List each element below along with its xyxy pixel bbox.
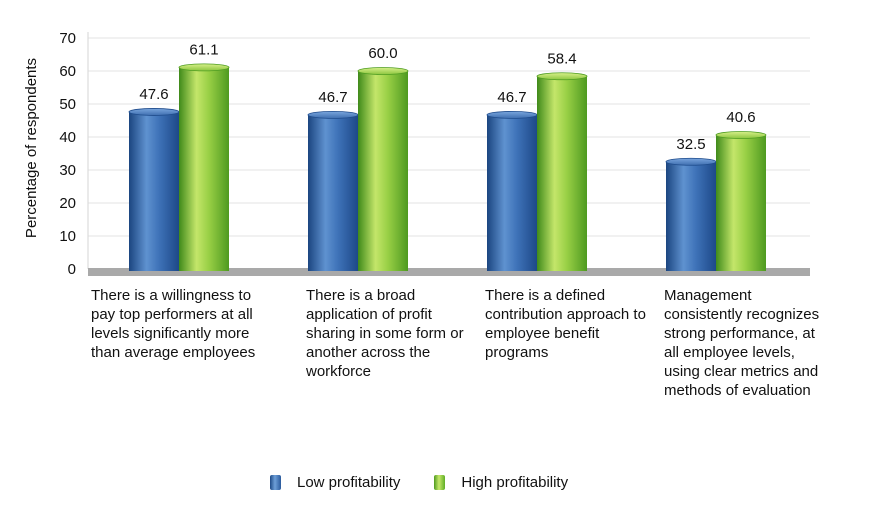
bar-cap [536, 72, 588, 81]
bar-body [716, 135, 766, 271]
bar-body [308, 114, 358, 271]
y-tick-label: 10 [59, 228, 76, 245]
y-tick-label: 70 [59, 30, 76, 47]
legend-swatch-high [434, 474, 446, 490]
legend-item-high: High profitability [434, 474, 568, 491]
bar-body [129, 111, 179, 271]
bar-body [487, 114, 537, 271]
bar-low-2 [307, 110, 359, 271]
y-tick-label: 40 [59, 129, 76, 146]
bar-cap [715, 131, 767, 139]
legend-swatch-low [270, 474, 281, 490]
bar-body [179, 67, 229, 272]
bar-high-2 [357, 67, 409, 271]
bar-low-3 [486, 110, 538, 271]
y-tick-label: 0 [68, 261, 76, 278]
legend-label-low: Low profitability [297, 473, 401, 491]
category-label-2: There is a broad application of profit s… [306, 287, 464, 380]
y-tick-label: 30 [59, 162, 76, 179]
value-label-high-2: 60.0 [368, 45, 397, 62]
bar-cap [486, 110, 538, 119]
bar-body [358, 71, 408, 271]
value-label-high-1: 61.1 [189, 41, 218, 58]
bar-cap [128, 108, 180, 116]
y-tick-label: 50 [59, 96, 76, 113]
value-label-low-2: 46.7 [318, 89, 347, 106]
bar-body [666, 161, 716, 271]
legend-label-high: High profitability [461, 473, 569, 491]
category-label-3: There is a defined contribution approach… [485, 287, 646, 361]
x-axis-floor [88, 268, 810, 276]
value-label-low-1: 47.6 [139, 86, 168, 103]
value-label-high-4: 40.6 [726, 109, 755, 126]
bar-cap [307, 110, 359, 119]
value-label-low-4: 32.5 [676, 136, 705, 153]
bar-low-4 [665, 157, 717, 271]
value-label-high-3: 58.4 [547, 50, 576, 67]
bar-cap [665, 157, 717, 166]
category-label-1: There is a willingness to pay top perfor… [91, 287, 256, 361]
y-axis-label: Percentage of respondents [23, 58, 40, 238]
bar-high-3 [536, 72, 588, 271]
legend: Low profitability High profitability [270, 472, 602, 492]
bar-high-4 [715, 131, 767, 271]
bar-high-1 [178, 63, 230, 272]
bar-cap [178, 63, 230, 72]
y-tick-label: 20 [59, 195, 76, 212]
category-label-4: Management consistently recognizes stron… [664, 287, 820, 399]
y-tick-label: 60 [59, 63, 76, 80]
bar-body [537, 76, 587, 271]
bar-cap [357, 67, 409, 75]
bar-low-1 [128, 108, 180, 271]
value-label-low-3: 46.7 [497, 89, 526, 106]
legend-item-low: Low profitability [270, 474, 400, 491]
